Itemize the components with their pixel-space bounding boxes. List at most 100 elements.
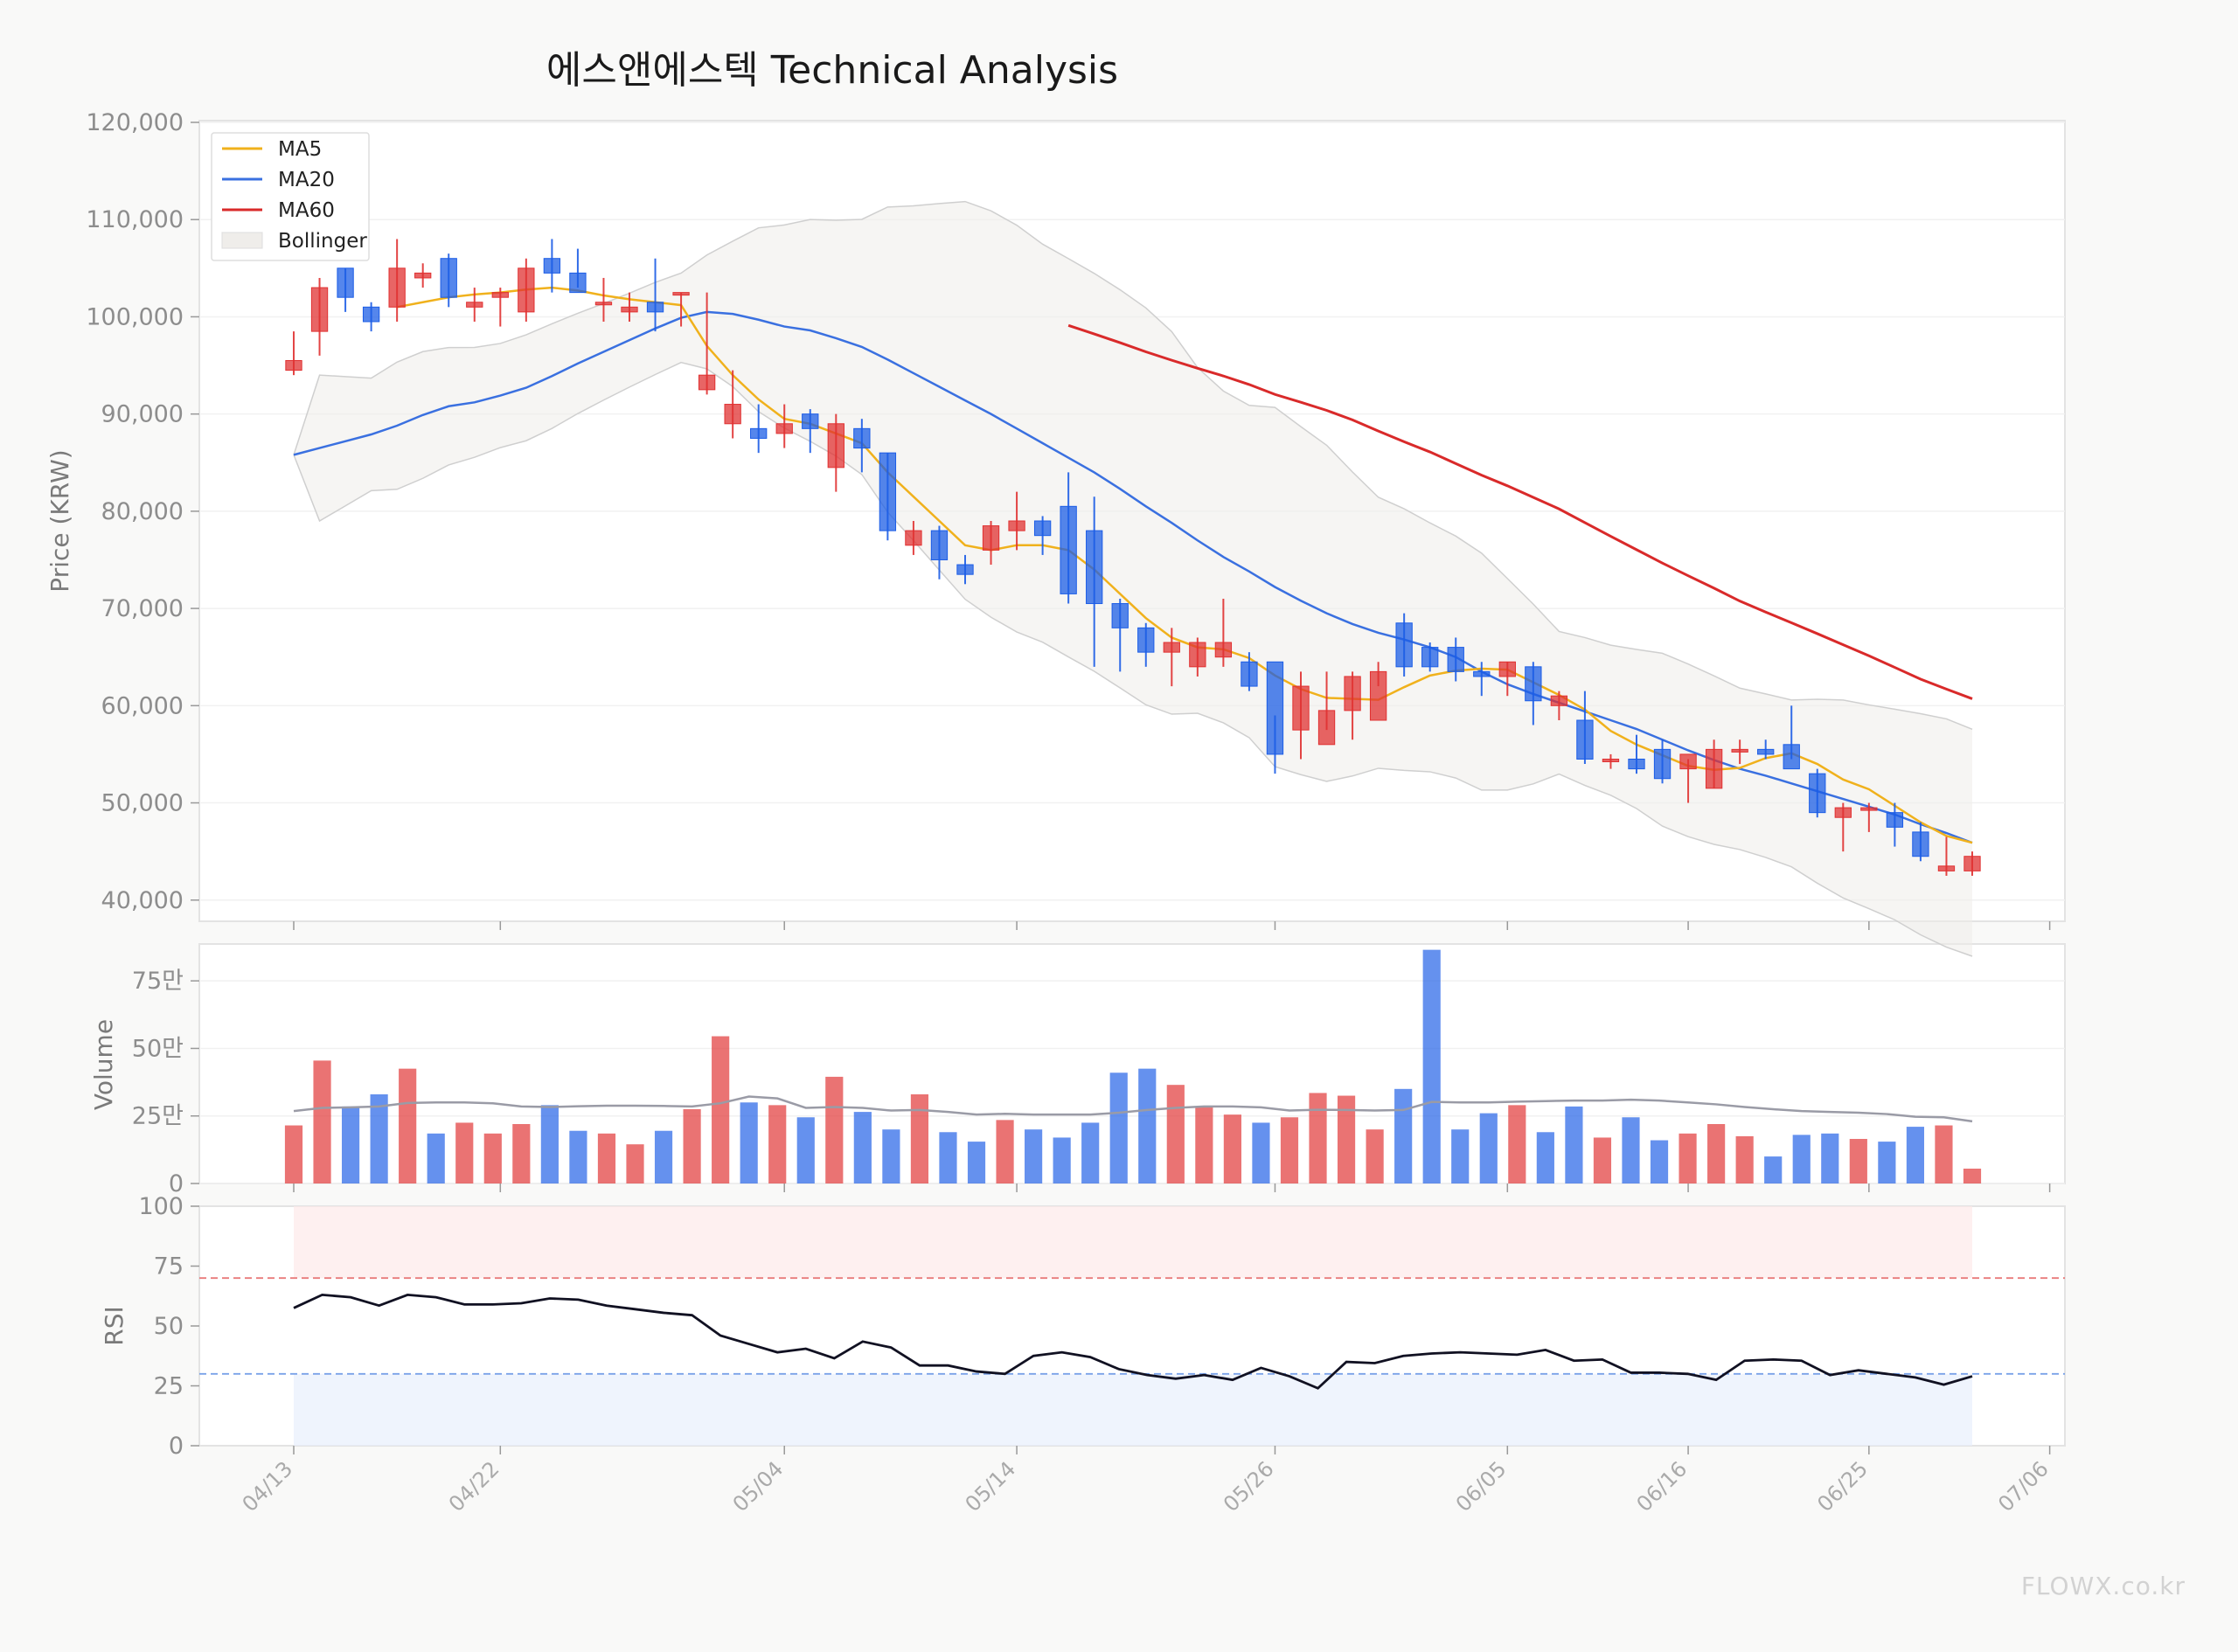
candle-body (956, 564, 974, 575)
rsi-tick-label: 25 (154, 1373, 184, 1400)
x-tick-label: 04/13 (238, 1456, 298, 1517)
volume-axis-title: Volume (89, 1019, 118, 1110)
candle (1628, 734, 1645, 774)
volume-bar (683, 1109, 701, 1183)
legend: MA5 MA20 MA60 Bollinger (211, 132, 370, 261)
volume-bar (1451, 1129, 1470, 1183)
candle (621, 292, 638, 322)
volume-bar (1366, 1129, 1384, 1183)
candle-body (1834, 807, 1852, 818)
candle-body (1421, 647, 1439, 668)
price-tick-label: 60,000 (101, 692, 184, 719)
legend-label: MA5 (278, 138, 322, 161)
price-tick-label: 80,000 (101, 498, 184, 525)
candle (1860, 802, 1878, 832)
candlesticks (285, 239, 1981, 876)
bollinger-lower (293, 361, 1973, 957)
candle (1498, 661, 1516, 697)
candle-body (775, 423, 793, 434)
volume-bar (967, 1142, 986, 1183)
volume-ma-path (293, 1095, 1973, 1123)
candle (1757, 739, 1775, 760)
volume-bar (1935, 1125, 1953, 1183)
candle (414, 263, 432, 288)
bollinger-fill (294, 201, 1972, 956)
candle (1266, 661, 1284, 774)
candle-body (518, 267, 535, 313)
volume-bar (910, 1094, 929, 1183)
candle (1137, 622, 1155, 667)
volume-bar (1337, 1095, 1356, 1183)
candle-body (569, 272, 587, 294)
volume-panel (198, 943, 2066, 1184)
candle (1008, 491, 1025, 551)
rsi-tick-label: 100 (138, 1193, 184, 1220)
ma60-line (1067, 323, 1973, 700)
volume-bars (284, 949, 1982, 1183)
candle-body (466, 302, 483, 308)
candle-body (285, 359, 302, 371)
volume-grid (199, 980, 2065, 1184)
rsi-zones (199, 1206, 2065, 1446)
volume-bar (1309, 1093, 1327, 1183)
volume-bar (1764, 1156, 1783, 1183)
price-tick-label: 120,000 (86, 109, 184, 136)
rsi-tick-label: 50 (154, 1313, 184, 1340)
volume-bar (341, 1106, 360, 1183)
candle (362, 302, 380, 332)
candle (930, 525, 949, 580)
candle (724, 370, 741, 439)
overbought-zone (294, 1206, 1972, 1279)
candle-body (1963, 856, 1981, 871)
candle-body (1163, 642, 1180, 653)
candle (879, 452, 897, 541)
candle-body (930, 530, 949, 560)
chart-title: 에스앤에스텍 Technical Analysis (546, 48, 1118, 93)
price-tick-label: 70,000 (101, 595, 184, 622)
candle-body (1809, 773, 1826, 814)
candle-body (1550, 695, 1568, 706)
candle-body (1447, 647, 1464, 672)
candle (1447, 637, 1464, 682)
volume-bar (996, 1120, 1014, 1183)
price-tick-label: 110,000 (86, 206, 184, 233)
volume-bar (1650, 1140, 1669, 1183)
candle-body (362, 306, 380, 323)
volume-bar (1792, 1135, 1811, 1183)
volume-tick-label: 0 (169, 1170, 184, 1197)
candle (1421, 642, 1439, 672)
bollinger-band (293, 200, 1973, 957)
candle (1783, 705, 1800, 770)
legend-label: MA20 (278, 169, 335, 191)
candle (1937, 836, 1956, 876)
candle (1395, 613, 1413, 677)
candle-body (310, 287, 329, 332)
candle (466, 288, 483, 322)
candle-body (1086, 530, 1103, 605)
candle (853, 419, 871, 473)
candle (802, 409, 819, 454)
candle-body (440, 258, 457, 298)
legend-label: Bollinger (278, 230, 367, 253)
x-tick-label: 06/16 (1632, 1456, 1692, 1517)
candle (1963, 851, 1981, 876)
candle-body (1602, 758, 1620, 762)
volume-bar (1223, 1114, 1241, 1183)
candle-body (982, 525, 1000, 551)
rsi-path (293, 1293, 1973, 1390)
candle-body (1860, 807, 1878, 811)
candle (982, 521, 1000, 566)
volume-bar (1878, 1142, 1896, 1183)
candle-body (1369, 670, 1387, 721)
candle-body (827, 423, 844, 469)
candle (491, 288, 509, 327)
volume-bar (597, 1133, 616, 1183)
candle-body (414, 272, 432, 279)
candle-body (337, 267, 354, 298)
rsi-tick-label: 0 (169, 1433, 184, 1460)
candle-body (905, 530, 922, 546)
candle (827, 413, 844, 492)
volume-bar (882, 1129, 900, 1183)
candle-body (1060, 505, 1077, 594)
